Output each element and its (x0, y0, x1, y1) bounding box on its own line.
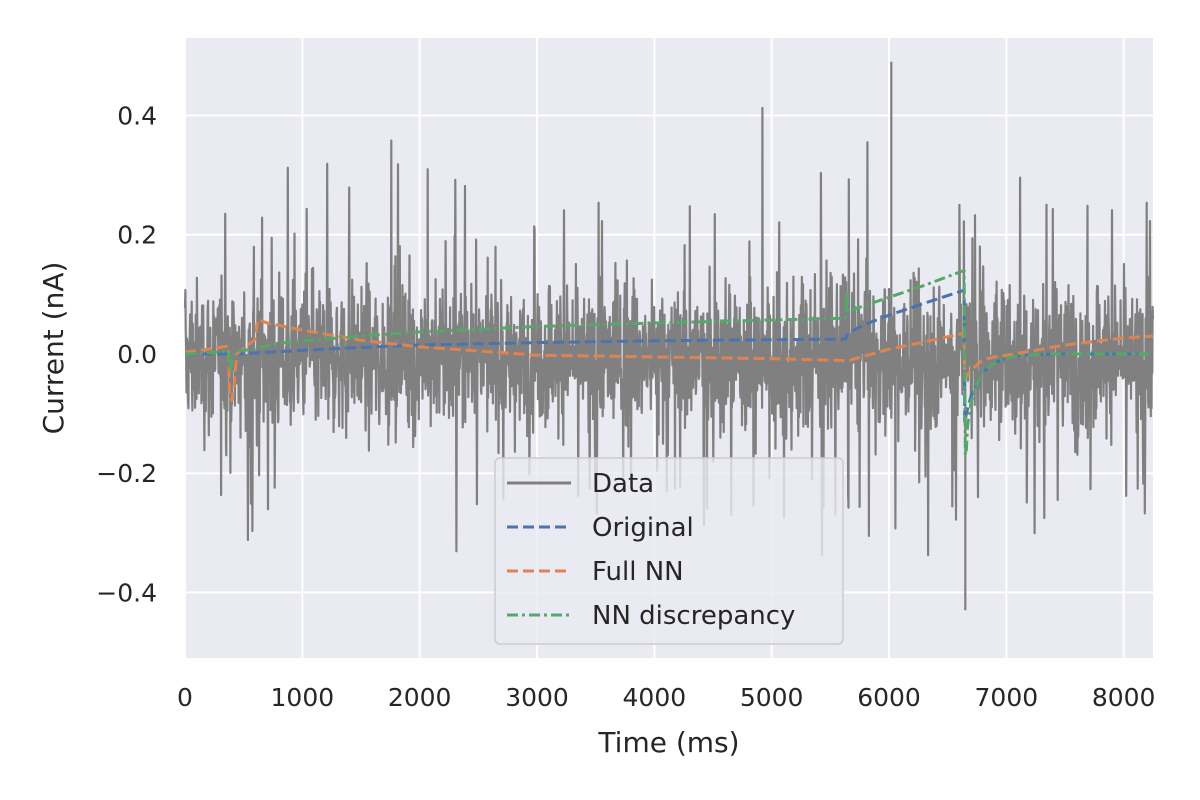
legend-label-nn-discrepancy: NN discrepancy (592, 601, 795, 631)
legend-label-original: Original (592, 513, 694, 543)
y-tick-label: 0.2 (117, 221, 157, 250)
series-full-nn-line (184, 317, 1154, 402)
x-tick-label: 3000 (505, 683, 569, 712)
x-tick-label: 6000 (857, 683, 921, 712)
y-axis-label: Current (nA) (37, 262, 70, 435)
x-tick-label: 8000 (1092, 683, 1156, 712)
x-tick-label: 1000 (271, 683, 335, 712)
tick-labels: 0 1000 2000 3000 4000 5000 6000 7000 8000 −0.4 −0.… (96, 102, 1155, 713)
y-tick-label: 0.4 (117, 102, 157, 131)
series-original-line (185, 288, 1153, 424)
x-tick-label: 7000 (975, 683, 1039, 712)
legend-box (494, 457, 844, 645)
legend: Data Original Full NN NN discrepancy (494, 457, 844, 645)
legend-label-data: Data (592, 469, 654, 499)
model-series (184, 269, 1154, 457)
y-tick-label: −0.4 (96, 578, 157, 607)
x-tick-label: 0 (177, 683, 193, 712)
series-nn-discrepancy-line (184, 269, 1153, 457)
x-tick-label: 4000 (623, 683, 687, 712)
x-tick-label: 5000 (740, 683, 804, 712)
x-tick-label: 2000 (388, 683, 452, 712)
legend-label-full-nn: Full NN (592, 557, 684, 587)
x-axis-label: Time (ms) (597, 726, 739, 759)
y-tick-label: 0.0 (117, 340, 157, 369)
y-tick-label: −0.2 (96, 459, 157, 488)
